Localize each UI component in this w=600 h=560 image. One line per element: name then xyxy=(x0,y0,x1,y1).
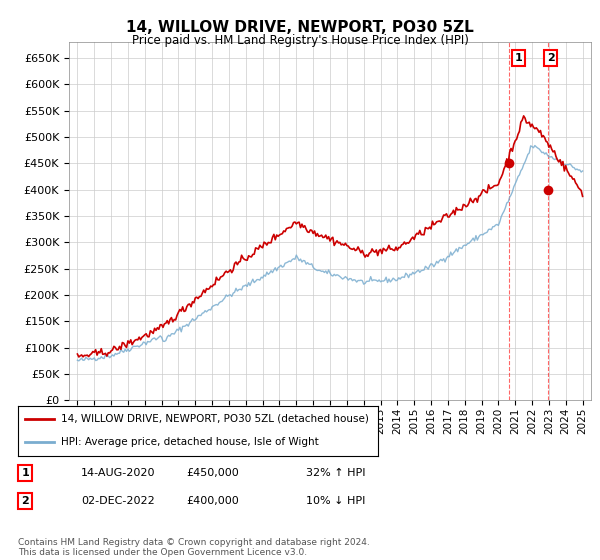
Text: 10% ↓ HPI: 10% ↓ HPI xyxy=(306,496,365,506)
Text: £400,000: £400,000 xyxy=(186,496,239,506)
Text: 14, WILLOW DRIVE, NEWPORT, PO30 5ZL: 14, WILLOW DRIVE, NEWPORT, PO30 5ZL xyxy=(126,20,474,35)
Text: 2: 2 xyxy=(547,53,554,63)
Text: £450,000: £450,000 xyxy=(186,468,239,478)
Text: 32% ↑ HPI: 32% ↑ HPI xyxy=(306,468,365,478)
Text: 02-DEC-2022: 02-DEC-2022 xyxy=(81,496,155,506)
Text: 1: 1 xyxy=(515,53,523,63)
Text: HPI: Average price, detached house, Isle of Wight: HPI: Average price, detached house, Isle… xyxy=(61,437,319,447)
Text: 14, WILLOW DRIVE, NEWPORT, PO30 5ZL (detached house): 14, WILLOW DRIVE, NEWPORT, PO30 5ZL (det… xyxy=(61,414,369,423)
Text: 1: 1 xyxy=(22,468,29,478)
Text: 2: 2 xyxy=(22,496,29,506)
Text: Price paid vs. HM Land Registry's House Price Index (HPI): Price paid vs. HM Land Registry's House … xyxy=(131,34,469,46)
Text: Contains HM Land Registry data © Crown copyright and database right 2024.
This d: Contains HM Land Registry data © Crown c… xyxy=(18,538,370,557)
Text: 14-AUG-2020: 14-AUG-2020 xyxy=(81,468,155,478)
